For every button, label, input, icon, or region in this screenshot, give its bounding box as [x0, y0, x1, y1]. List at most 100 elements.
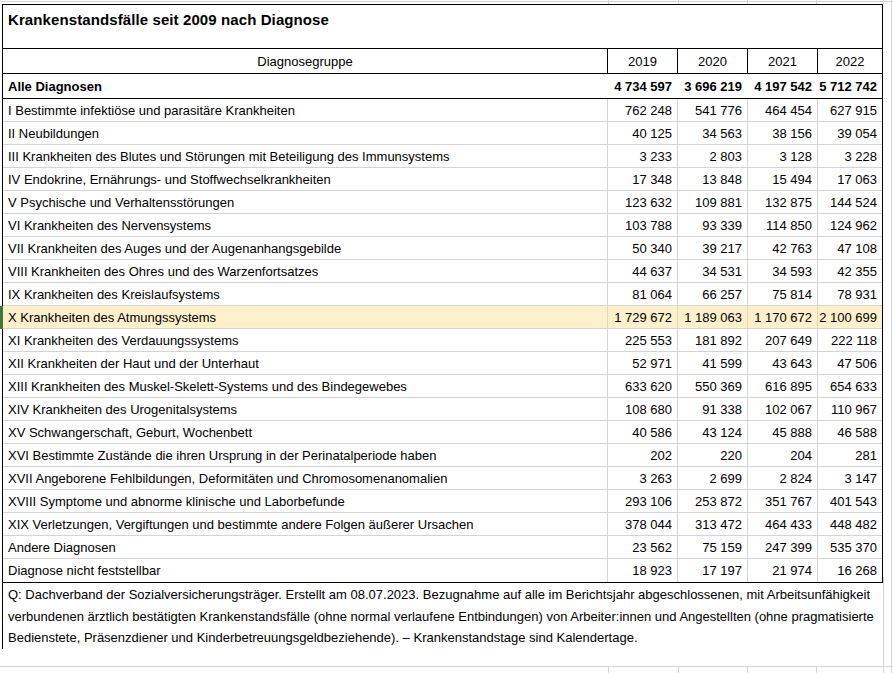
value-cell[interactable]: 114 850 — [747, 214, 817, 236]
diagnosis-cell[interactable]: XI Krankheiten des Verdauungssystems — [3, 333, 607, 348]
value-cell[interactable]: 144 524 — [817, 191, 882, 213]
column-header-2019[interactable]: 2019 — [607, 49, 677, 73]
value-cell[interactable]: 39 054 — [817, 122, 882, 144]
diagnosis-cell[interactable]: II Neubildungen — [3, 126, 607, 141]
value-cell[interactable]: 50 340 — [607, 237, 677, 259]
value-cell[interactable]: 535 370 — [817, 536, 882, 558]
value-cell[interactable]: 34 593 — [747, 260, 817, 282]
value-cell[interactable]: 3 233 — [607, 145, 677, 167]
value-cell[interactable]: 43 124 — [677, 421, 747, 443]
value-cell[interactable]: 39 217 — [677, 237, 747, 259]
value-cell[interactable]: 46 588 — [817, 421, 882, 443]
table-row[interactable]: Andere Diagnosen 23 562 75 159 247 399 5… — [3, 536, 882, 559]
value-cell[interactable]: 550 369 — [677, 375, 747, 397]
value-cell[interactable]: 45 888 — [747, 421, 817, 443]
value-cell[interactable]: 541 776 — [677, 99, 747, 121]
value-cell[interactable]: 123 632 — [607, 191, 677, 213]
value-cell[interactable]: 34 563 — [677, 122, 747, 144]
total-value-cell[interactable]: 4 197 542 — [747, 79, 817, 94]
diagnosis-cell[interactable]: XV Schwangerschaft, Geburt, Wochenbett — [3, 425, 607, 440]
table-row[interactable]: VI Krankheiten des Nervensystems 103 788… — [3, 214, 882, 237]
value-cell[interactable]: 293 106 — [607, 490, 677, 512]
value-cell[interactable]: 627 915 — [817, 99, 882, 121]
value-cell[interactable]: 66 257 — [677, 283, 747, 305]
diagnosis-cell[interactable]: XVII Angeborene Fehlbildungen, Deformitä… — [3, 471, 607, 486]
diagnosis-cell[interactable]: Andere Diagnosen — [3, 540, 607, 555]
diagnosis-cell[interactable]: Diagnose nicht feststellbar — [3, 563, 607, 578]
value-cell[interactable]: 202 — [607, 444, 677, 466]
diagnosis-cell[interactable]: XIV Krankheiten des Urogenitalsystems — [3, 402, 607, 417]
value-cell[interactable]: 762 248 — [607, 99, 677, 121]
column-header-diagnosegruppe[interactable]: Diagnosegruppe — [3, 49, 607, 73]
table-row[interactable]: XVIII Symptome und abnorme klinische und… — [3, 490, 882, 513]
table-row[interactable]: I Bestimmte infektiöse und parasitäre Kr… — [3, 99, 882, 122]
value-cell[interactable]: 1 729 672 — [607, 306, 677, 328]
value-cell[interactable]: 102 067 — [747, 398, 817, 420]
value-cell[interactable]: 40 586 — [607, 421, 677, 443]
value-cell[interactable]: 21 974 — [747, 559, 817, 582]
value-cell[interactable]: 220 — [677, 444, 747, 466]
table-row[interactable]: XIX Verletzungen, Vergiftungen und besti… — [3, 513, 882, 536]
value-cell[interactable]: 17 348 — [607, 168, 677, 190]
value-cell[interactable]: 110 967 — [817, 398, 882, 420]
value-cell[interactable]: 253 872 — [677, 490, 747, 512]
value-cell[interactable]: 124 962 — [817, 214, 882, 236]
diagnosis-cell[interactable]: I Bestimmte infektiöse und parasitäre Kr… — [3, 103, 607, 118]
value-cell[interactable]: 207 649 — [747, 329, 817, 351]
table-row[interactable]: III Krankheiten des Blutes und Störungen… — [3, 145, 882, 168]
table-row[interactable]: V Psychische und Verhaltensstörungen 123… — [3, 191, 882, 214]
value-cell[interactable]: 43 643 — [747, 352, 817, 374]
diagnosis-cell[interactable]: XIX Verletzungen, Vergiftungen und besti… — [3, 517, 607, 532]
value-cell[interactable]: 23 562 — [607, 536, 677, 558]
diagnosis-cell[interactable]: IX Krankheiten des Kreislaufsystems — [3, 287, 607, 302]
table-row[interactable]: XVI Bestimmte Zustände die ihren Ursprun… — [3, 444, 882, 467]
value-cell[interactable]: 1 170 672 — [747, 306, 817, 328]
value-cell[interactable]: 109 881 — [677, 191, 747, 213]
table-row[interactable]: IV Endokrine, Ernährungs- und Stoffwechs… — [3, 168, 882, 191]
value-cell[interactable]: 181 892 — [677, 329, 747, 351]
value-cell[interactable]: 247 399 — [747, 536, 817, 558]
table-row[interactable]: VIII Krankheiten des Ohres und des Warze… — [3, 260, 882, 283]
value-cell[interactable]: 2 803 — [677, 145, 747, 167]
value-cell[interactable]: 2 699 — [677, 467, 747, 489]
diagnosis-cell[interactable]: X Krankheiten des Atmungssystems — [3, 310, 607, 325]
value-cell[interactable]: 78 931 — [817, 283, 882, 305]
diagnosis-cell[interactable]: XVI Bestimmte Zustände die ihren Ursprun… — [3, 448, 607, 463]
value-cell[interactable]: 378 044 — [607, 513, 677, 535]
value-cell[interactable]: 18 923 — [607, 559, 677, 582]
diagnosis-cell[interactable]: III Krankheiten des Blutes und Störungen… — [3, 149, 607, 164]
total-value-cell[interactable]: 5 712 742 — [817, 79, 882, 94]
value-cell[interactable]: 81 064 — [607, 283, 677, 305]
value-cell[interactable]: 464 454 — [747, 99, 817, 121]
column-header-2021[interactable]: 2021 — [747, 49, 817, 73]
column-header-2022[interactable]: 2022 — [817, 49, 882, 73]
diagnosis-cell[interactable]: VII Krankheiten des Auges und der Augena… — [3, 241, 607, 256]
value-cell[interactable]: 351 767 — [747, 490, 817, 512]
total-value-cell[interactable]: 4 734 597 — [607, 79, 677, 94]
value-cell[interactable]: 91 338 — [677, 398, 747, 420]
column-header-2020[interactable]: 2020 — [677, 49, 747, 73]
value-cell[interactable]: 41 599 — [677, 352, 747, 374]
value-cell[interactable]: 93 339 — [677, 214, 747, 236]
diagnosis-cell[interactable]: VI Krankheiten des Nervensystems — [3, 218, 607, 233]
total-label-cell[interactable]: Alle Diagnosen — [3, 79, 607, 94]
value-cell[interactable]: 75 814 — [747, 283, 817, 305]
value-cell[interactable]: 3 263 — [607, 467, 677, 489]
value-cell[interactable]: 38 156 — [747, 122, 817, 144]
value-cell[interactable]: 401 543 — [817, 490, 882, 512]
table-row[interactable]: Diagnose nicht feststellbar 18 923 17 19… — [3, 559, 882, 582]
value-cell[interactable]: 633 620 — [607, 375, 677, 397]
value-cell[interactable]: 313 472 — [677, 513, 747, 535]
value-cell[interactable]: 3 128 — [747, 145, 817, 167]
value-cell[interactable]: 42 763 — [747, 237, 817, 259]
value-cell[interactable]: 15 494 — [747, 168, 817, 190]
value-cell[interactable]: 42 355 — [817, 260, 882, 282]
value-cell[interactable]: 222 118 — [817, 329, 882, 351]
value-cell[interactable]: 17 197 — [677, 559, 747, 582]
table-row[interactable]: X Krankheiten des Atmungssystems 1 729 6… — [3, 306, 882, 329]
value-cell[interactable]: 2 100 699 — [817, 306, 882, 328]
table-row[interactable]: XVII Angeborene Fehlbildungen, Deformitä… — [3, 467, 882, 490]
value-cell[interactable]: 40 125 — [607, 122, 677, 144]
value-cell[interactable]: 225 553 — [607, 329, 677, 351]
diagnosis-cell[interactable]: IV Endokrine, Ernährungs- und Stoffwechs… — [3, 172, 607, 187]
